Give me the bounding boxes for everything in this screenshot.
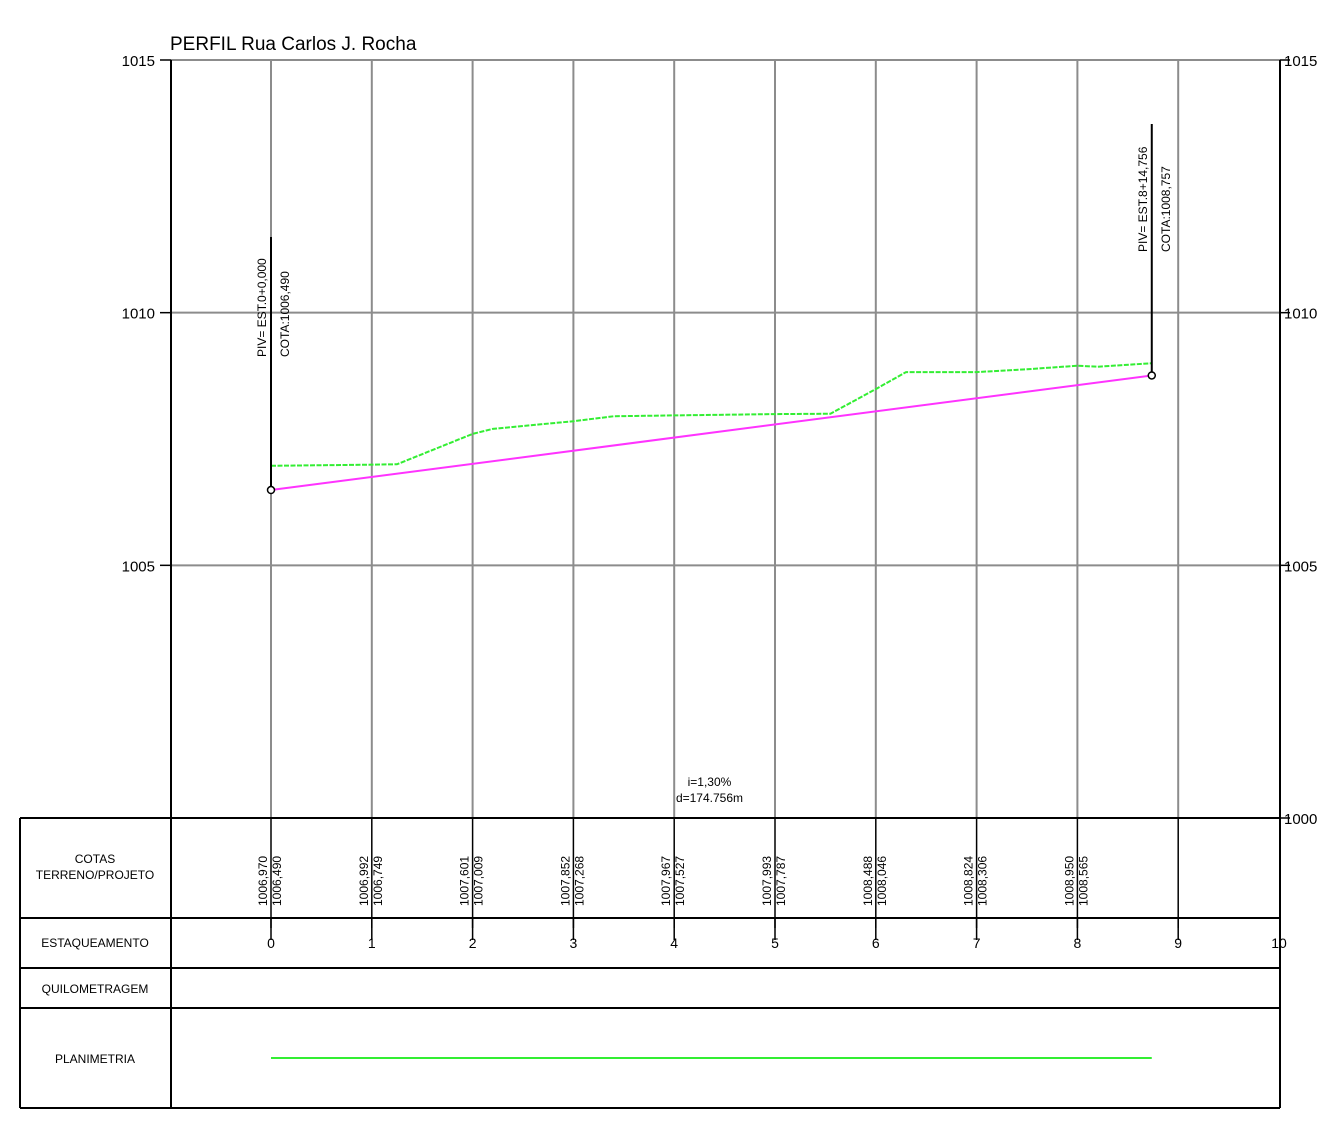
grid-lines [171, 59, 1280, 818]
axis-labels: 1015 1010 1005 1015 1010 1005 1000 0 1 2 3 4 5 6 7 8 9 10 [122, 53, 1318, 951]
cota-projeto-3: 1007,268 [572, 856, 586, 906]
y-tick-right-label: 1010 [1284, 306, 1317, 323]
station-label: 1 [368, 935, 376, 951]
y-tick-right-label: 1000 [1284, 811, 1317, 828]
piv_end-label-2: COTA:1008,757 [1159, 166, 1173, 252]
annotations: PIV= EST.0+0,000 COTA:1006,490 PIV= EST.8+… [255, 124, 1173, 805]
slope-label: i=1,30% [688, 775, 732, 789]
cota-projeto-6: 1008,046 [875, 856, 889, 906]
cota-terreno-5: 1007,993 [760, 856, 774, 906]
piv_start-marker [266, 485, 276, 495]
design-grade-line [270, 374, 1152, 492]
station-label: 8 [1074, 935, 1082, 951]
cota-projeto-5: 1007,787 [774, 856, 788, 906]
station-label: 2 [469, 935, 477, 951]
row-label-cotas-line2: TERRENO/PROJETO [36, 868, 154, 882]
cota-projeto-4: 1007,527 [673, 856, 687, 906]
piv_start-label-1: PIV= EST.0+0,000 [255, 258, 269, 357]
station-label: 3 [570, 935, 578, 951]
station-label: 0 [267, 935, 275, 951]
chart-title: PERFIL Rua Carlos J. Rocha [170, 34, 417, 55]
piv_end-marker [1147, 371, 1157, 380]
y-tick-left-label: 1015 [122, 53, 155, 70]
cota-projeto-7: 1008,306 [976, 856, 990, 906]
cota-terreno-2: 1007,601 [458, 856, 472, 906]
piv_end-label-1: PIV= EST.8+14,756 [1136, 146, 1150, 252]
station-label: 9 [1174, 935, 1182, 951]
cota-projeto-8: 1008,565 [1076, 856, 1090, 906]
cota-terreno-0: 1006,970 [256, 856, 270, 906]
terrain-profile-line [270, 362, 1153, 467]
y-tick-left-label: 1005 [122, 558, 155, 575]
cota-terreno-8: 1008,950 [1062, 856, 1076, 906]
cota-terreno-1: 1006,992 [357, 856, 371, 906]
cota-terreno-4: 1007,967 [659, 856, 673, 906]
station-label: 5 [771, 935, 779, 951]
cota-projeto-0: 1006,490 [270, 856, 284, 906]
station-label: 4 [670, 935, 678, 951]
distance-label: d=174.756m [676, 791, 743, 805]
station-label: 7 [973, 935, 981, 951]
piv_start-label-2: COTA:1006,490 [278, 271, 292, 357]
cota-terreno-7: 1008,824 [962, 856, 976, 906]
cotas-values: 1006,970 1006,490 1006,992 1006,749 1007,601… [256, 856, 1090, 906]
station-label: 6 [872, 935, 880, 951]
y-tick-left-label: 1010 [122, 306, 155, 323]
row-label-planimetria: PLANIMETRIA [55, 1052, 135, 1066]
cota-projeto-1: 1006,749 [371, 856, 385, 906]
y-tick-right-label: 1015 [1284, 53, 1317, 70]
cota-projeto-2: 1007,009 [472, 856, 486, 906]
profile-series [270, 362, 1153, 492]
row-label-cotas-line1: COTAS [75, 852, 115, 866]
cota-terreno-3: 1007,852 [558, 856, 572, 906]
data-table-frame [19, 60, 1281, 1109]
row-label-quilometragem: QUILOMETRAGEM [42, 982, 149, 996]
station-label: 10 [1271, 935, 1287, 951]
row-label-estaqueamento: ESTAQUEAMENTO [41, 936, 149, 950]
y-tick-right-label: 1005 [1284, 558, 1317, 575]
cota-terreno-6: 1008,488 [861, 856, 875, 906]
